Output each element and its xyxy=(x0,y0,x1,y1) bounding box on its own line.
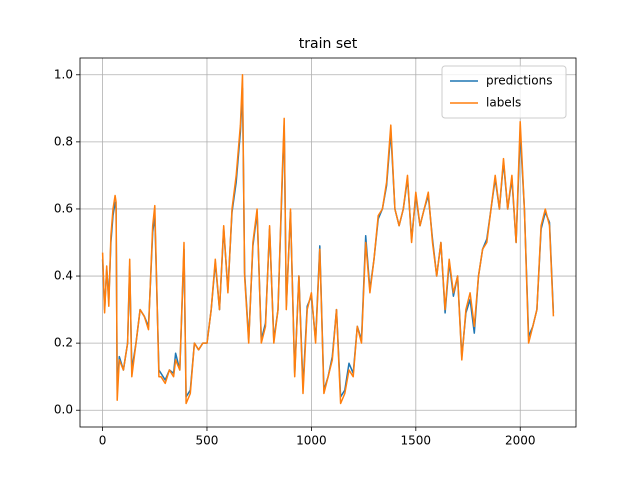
x-tick-label: 0 xyxy=(99,434,107,448)
chart-title: train set xyxy=(299,36,358,52)
legend-label: predictions xyxy=(486,74,552,88)
x-tick-label: 500 xyxy=(196,434,219,448)
y-tick-label: 0.6 xyxy=(54,201,73,215)
x-tick-label: 1500 xyxy=(401,434,432,448)
x-tick-label: 2000 xyxy=(505,434,536,448)
series-line xyxy=(101,74,555,405)
y-tick-label: 0.0 xyxy=(54,403,73,417)
axes-frame xyxy=(79,57,577,428)
legend-label: labels xyxy=(486,96,521,110)
y-tick-label: 0.8 xyxy=(54,134,73,148)
legend-box xyxy=(441,65,567,119)
y-tick-label: 0.2 xyxy=(54,336,73,350)
x-tick-label: 1000 xyxy=(296,434,327,448)
y-tick-label: 1.0 xyxy=(54,67,73,81)
y-tick-label: 0.4 xyxy=(54,269,73,283)
